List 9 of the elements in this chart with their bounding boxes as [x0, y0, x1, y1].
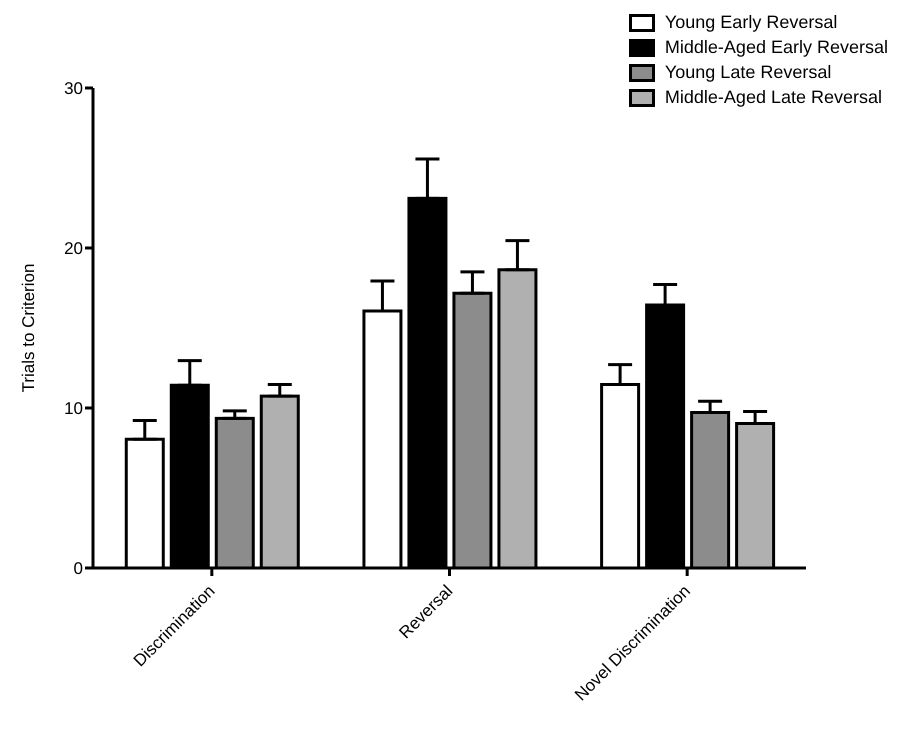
- legend-label: Middle-Aged Late Reversal: [664, 87, 882, 108]
- y-tick-label: 10: [64, 399, 83, 418]
- legend-label: Young Late Reversal: [664, 62, 832, 83]
- y-axis-title: Trials to Criterion: [19, 264, 38, 392]
- y-tick-label: 20: [64, 239, 83, 258]
- legend-label: Middle-Aged Early Reversal: [664, 37, 888, 58]
- y-tick-label: 0: [74, 559, 83, 578]
- legend-label: Young Early Reversal: [664, 12, 838, 33]
- y-tick-label: 30: [64, 79, 83, 98]
